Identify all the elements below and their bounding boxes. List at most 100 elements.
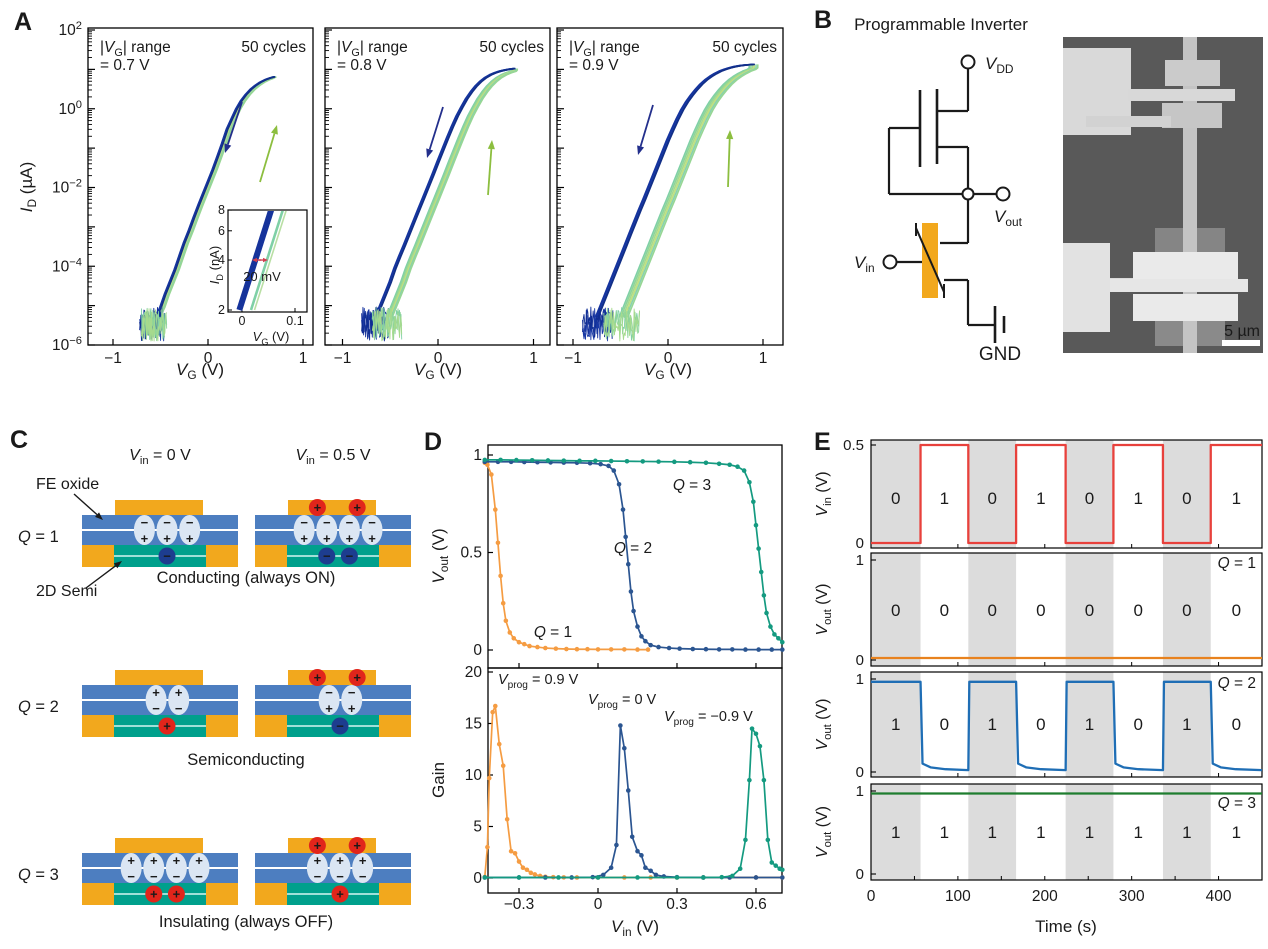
program-band (1162, 440, 1211, 548)
data-point (593, 458, 598, 464)
device-vin05: −+−+−+−++ +− − (255, 499, 411, 567)
vout-terminal (995, 186, 1011, 202)
dipole-sign: + (368, 531, 376, 546)
data-point (527, 643, 532, 649)
data-point (622, 745, 627, 751)
y-tick-label: 1 (856, 783, 864, 800)
program-band (1162, 784, 1211, 880)
logic-digit: 0 (891, 489, 900, 508)
data-point (631, 608, 636, 614)
sweep-down-arrow (637, 145, 645, 155)
data-point (639, 634, 644, 639)
dipole-sign: + (150, 853, 158, 868)
electrode (1133, 294, 1238, 321)
fe-oxide-pointer (73, 493, 98, 516)
strip-frame (870, 552, 1263, 667)
panel-a-xlabel-1: VG (V) (176, 360, 224, 382)
electrode (1128, 89, 1235, 101)
gate-charge (348, 669, 366, 686)
data-point (564, 646, 569, 652)
data-point (493, 507, 498, 512)
data-point (529, 457, 535, 463)
data-point (677, 646, 682, 651)
data-point (743, 647, 748, 652)
inset-x-tick-label: 0 (239, 314, 246, 328)
inset-up-line-2 (253, 211, 287, 311)
plot3-cycles-label: 50 cycles (712, 39, 777, 56)
dipole-sign: + (300, 531, 308, 546)
dipole-sign: − (127, 869, 135, 884)
electrode (1133, 252, 1238, 281)
data-point (629, 834, 635, 840)
vprog-label: Vprog = 0 V (588, 692, 657, 711)
dipole (316, 515, 338, 545)
y-tick-label: 0 (856, 764, 864, 781)
data-point (606, 463, 611, 469)
logic-digit: 1 (1085, 823, 1094, 842)
y-tick-label: 0 (473, 870, 482, 887)
dipole-sign: + (325, 701, 333, 716)
data-point (729, 647, 735, 652)
x-tick-label: 200 (1032, 888, 1058, 905)
x-tick-label: 100 (945, 888, 971, 905)
program-band (1065, 672, 1114, 777)
plot-frame (556, 27, 784, 346)
drain-contact (206, 715, 238, 737)
channel-charge (158, 547, 176, 565)
sweep-up-curve (620, 63, 752, 318)
dipole-sign: + (173, 853, 181, 868)
vout-axis-label: Vout (V) (429, 528, 451, 583)
dipole (120, 853, 142, 883)
logic-digit: 0 (1182, 489, 1191, 508)
dipole-sign: + (163, 531, 171, 546)
sweep-down-arrow (224, 143, 232, 153)
data-point (674, 875, 680, 880)
logic-digit: 1 (1232, 823, 1241, 842)
q-state-label: Q = 1 (18, 528, 59, 546)
dipole (341, 685, 363, 715)
plot3-range-value: = 0.9 V (569, 57, 619, 74)
data-point (625, 561, 631, 567)
data-point (535, 644, 540, 650)
vin-terminal (882, 254, 898, 270)
data-point (516, 875, 522, 880)
dipole-sign: − (300, 515, 308, 530)
curve-label: Q = 2 (614, 540, 652, 557)
panel-d-letter: D (424, 428, 442, 456)
logic-digit: 0 (940, 601, 949, 620)
program-band (1065, 553, 1114, 666)
gate-electrode (115, 500, 203, 515)
data-point (496, 741, 502, 747)
program-band (968, 672, 1017, 777)
data-point (498, 457, 503, 463)
data-point (620, 507, 626, 512)
program-band (1065, 784, 1114, 880)
channel-charge (331, 885, 349, 903)
sweep-up-curve (618, 63, 751, 318)
data-point (516, 639, 522, 645)
panel-a-letter: A (14, 8, 32, 36)
inset-y-tick-label: 2 (218, 303, 225, 317)
dipole-sign: + (336, 853, 344, 868)
drain-contact (379, 545, 411, 567)
gate-charge (348, 499, 366, 516)
program-band (968, 553, 1017, 666)
sweep-down-arrow (426, 148, 434, 158)
gain-frame (487, 667, 783, 894)
charge-sign: + (150, 887, 158, 902)
data-point (585, 646, 590, 652)
plot3-range-label: |VG| range (569, 39, 640, 59)
data-curve (484, 727, 783, 879)
device-vin0: +−+−+ (82, 670, 238, 737)
x-tick-label: 0 (594, 896, 603, 913)
data-point (622, 647, 627, 652)
sweep-up-curve (390, 68, 517, 318)
data-point (719, 874, 725, 880)
data-point (577, 458, 582, 464)
data-point (761, 593, 767, 598)
logic-digit: 0 (1036, 601, 1045, 620)
logic-digit: 0 (1085, 601, 1094, 620)
q-state-curve-label: Q = 3 (1218, 795, 1256, 812)
dipole-sign: − (152, 701, 160, 716)
electrode (1086, 116, 1171, 127)
